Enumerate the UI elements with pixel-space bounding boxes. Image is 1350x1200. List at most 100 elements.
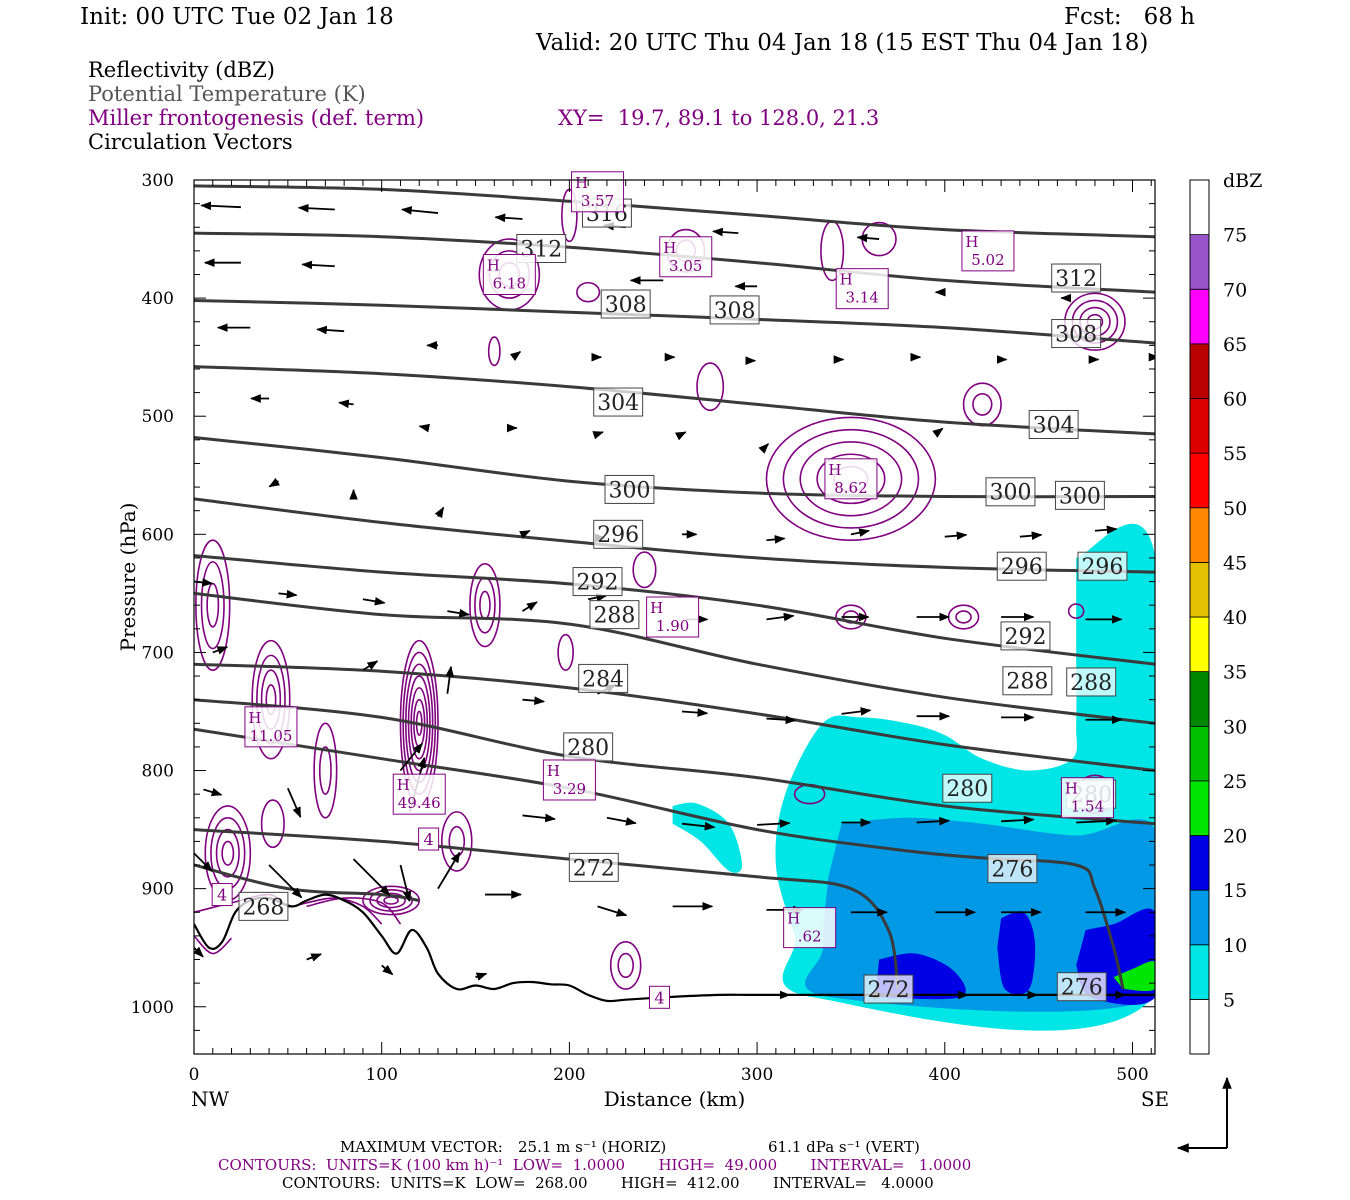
theta-label-280-0: 280 [567, 736, 609, 761]
fronto-ring-0-3 [799, 441, 903, 517]
vector-93 [306, 953, 323, 962]
fronto-ring-14-2 [313, 722, 338, 819]
y-axis-label: Pressure (hPa) [116, 503, 140, 652]
x-tick-label-500: 500 [1116, 1065, 1148, 1085]
reflectivity-area-4 [997, 911, 1036, 995]
x-tick-label-100: 100 [365, 1065, 397, 1085]
vector-81 [352, 858, 391, 896]
reference-vector [1176, 1076, 1232, 1153]
y-tick-label-900: 900 [142, 880, 174, 900]
colorbar-swatch-14 [1189, 234, 1210, 290]
colorbar-swatch-2 [1189, 889, 1210, 946]
vector-77 [1001, 815, 1035, 825]
theta-label-276-0-box [987, 854, 1038, 884]
colorbar-swatch-11 [1189, 398, 1210, 454]
vector-61 [681, 708, 709, 717]
colorbar-level-60: 60 [1223, 389, 1247, 411]
vector-58 [445, 665, 454, 694]
fronto-ring-17-2 [947, 604, 980, 630]
fronto-ring-0-5 [765, 416, 937, 542]
colorbar-swatch-9 [1189, 507, 1210, 563]
vector-47 [447, 608, 471, 618]
contours-theta: CONTOURS: UNITS=K LOW= 268.00 HIGH= 412.… [282, 1174, 934, 1192]
theta-label-288-0-box [589, 600, 640, 630]
fronto-max-value-8: 49.46 [398, 794, 441, 812]
vector-0 [200, 201, 241, 211]
fronto-max-h-6: H [650, 599, 663, 617]
y-tick-label-400: 400 [142, 289, 174, 309]
legend-xy: XY= 19.7, 89.1 to 128.0, 21.3 [558, 106, 880, 130]
fronto-max-h-2: H [487, 256, 500, 274]
fronto-ring-7-3 [469, 563, 501, 648]
fronto-max-value-6: 1.90 [656, 617, 689, 635]
vector-76 [916, 816, 951, 826]
colorbar-level-15: 15 [1223, 880, 1247, 902]
theta-label-292-1-box [1000, 621, 1051, 651]
vector-73 [681, 821, 716, 831]
fronto-ring-26-1 [632, 551, 657, 589]
y-tick-label-300: 300 [142, 171, 174, 191]
colorbar-swatch-0 [1189, 998, 1210, 1055]
colorbar-level-10: 10 [1223, 935, 1247, 957]
fronto-max-h-8: H [397, 776, 410, 794]
fronto-max-value-2: 6.18 [493, 274, 526, 292]
y-tick-label-1000: 1000 [131, 998, 174, 1018]
theta-label-308-1-box [709, 295, 760, 325]
vector-82 [399, 864, 412, 903]
valid-time: Valid: 20 UTC Thu 04 Jan 18 (15 EST Thu … [536, 30, 1149, 56]
theta-label-268-0-box [238, 891, 289, 921]
fronto-low-box-0 [418, 827, 440, 851]
vector-70 [399, 742, 423, 772]
theta-label-272-0: 272 [573, 856, 615, 881]
fronto-low-0: 4 [424, 830, 434, 849]
colorbar-level-55: 55 [1223, 443, 1247, 465]
vector-2 [400, 206, 439, 215]
vector-31 [758, 443, 770, 454]
fronto-max-h-11: H [1065, 780, 1078, 798]
fronto-max-value-9: 3.29 [553, 780, 586, 798]
fronto-ring-18-1 [1067, 603, 1085, 619]
colorbar-level-20: 20 [1223, 826, 1247, 848]
theta-contour-296 [194, 497, 1155, 574]
colorbar-level-5: 5 [1223, 989, 1235, 1011]
vector-62 [766, 715, 797, 725]
fronto-ridge-2 [194, 935, 233, 955]
colorbar-swatch-1 [1189, 944, 1210, 1000]
theta-label-308-0: 308 [605, 293, 647, 318]
fronto-ring-17-1 [955, 610, 972, 624]
fronto-ring-0-2 [816, 453, 886, 505]
fronto-low-box-2 [648, 985, 670, 1009]
theta-label-288-1: 288 [1006, 670, 1048, 695]
vector-80 [268, 864, 303, 899]
vector-83 [437, 851, 461, 890]
forecast-hour: Fcst: 68 h [1064, 4, 1195, 30]
vector-72 [606, 816, 637, 826]
vector-74 [757, 819, 791, 828]
theta-label-300-2-box [1054, 480, 1105, 510]
fronto-max-box-9 [542, 759, 596, 801]
fronto-ring-16-1 [617, 952, 635, 979]
vector-40 [850, 528, 870, 537]
theta-label-312-1: 312 [1055, 267, 1097, 292]
theta-contours [194, 184, 1155, 990]
fronto-ring-14-1 [318, 746, 332, 795]
vector-85 [597, 905, 628, 917]
vector-29 [592, 431, 604, 440]
theta-label-308-1: 308 [714, 299, 756, 324]
x-tick-label-400: 400 [929, 1065, 961, 1085]
vector-6 [856, 233, 880, 243]
theta-label-300-2: 300 [1059, 484, 1101, 509]
y-tick-label-700: 700 [142, 643, 174, 663]
theta-label-304-1-box [1028, 409, 1079, 439]
fronto-max-box-5 [824, 458, 878, 500]
vector-79 [194, 852, 213, 872]
vector-68 [287, 787, 302, 819]
colorbar-level-40: 40 [1223, 607, 1247, 629]
fronto-ring-10-2 [962, 382, 1002, 427]
fronto-ring-6-2 [215, 828, 240, 878]
fronto-max-value-3: 3.14 [845, 289, 878, 307]
colorbar-frame [1189, 179, 1210, 1055]
plot-frame [193, 179, 1156, 1055]
init-time: Init: 00 UTC Tue 02 Jan 18 [80, 4, 394, 30]
vector-63 [841, 707, 872, 716]
